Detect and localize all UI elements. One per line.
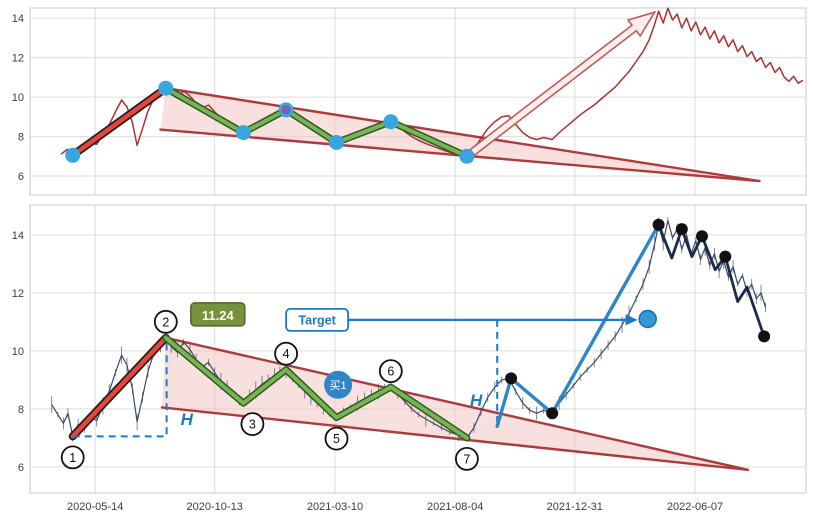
pivot-number-circle xyxy=(60,445,85,470)
pivot-number-text: 2 xyxy=(162,315,169,329)
y-tick-label: 6 xyxy=(18,462,24,474)
swing-dot xyxy=(652,218,665,231)
y-tick-label: 14 xyxy=(12,230,24,242)
decline-wave-line xyxy=(657,223,766,338)
pivot-number-circle xyxy=(153,309,178,334)
x-tick-label: 2021-03-10 xyxy=(307,501,363,513)
pivot-number-circle xyxy=(378,359,403,384)
pivot-dot xyxy=(383,114,399,130)
height-measure-label: H xyxy=(181,410,194,429)
target-label-box xyxy=(285,307,350,332)
pivot-number-circle xyxy=(274,341,299,366)
x-tick-label: 2021-08-04 xyxy=(427,501,483,513)
impulse-line xyxy=(70,335,169,439)
y-tick-label: 10 xyxy=(12,346,24,358)
pivot-number-text: 7 xyxy=(463,452,470,466)
breakout-arrow xyxy=(469,10,657,157)
y-tick-label: 6 xyxy=(18,171,24,183)
pennant-upper-trendline xyxy=(164,336,749,471)
pivot-number-circle xyxy=(324,426,349,451)
swing-dot xyxy=(505,372,518,385)
pivot-number-text: 3 xyxy=(249,418,256,432)
pivot-dot xyxy=(235,125,251,141)
swing-dot xyxy=(675,223,688,236)
y-tick-label: 14 xyxy=(12,13,24,25)
panel-border xyxy=(29,204,807,494)
panel-top: 6 8 10 12 14 xyxy=(12,7,807,196)
x-tick-label: 2020-10-13 xyxy=(187,501,243,513)
x-tick-label: 2021-12-31 xyxy=(547,501,603,513)
y-tick-label: 8 xyxy=(18,132,24,144)
swing-dot xyxy=(546,407,559,420)
target-arrowhead xyxy=(625,314,638,326)
height-measure-label: H xyxy=(470,391,483,410)
y-tick-label: 8 xyxy=(18,404,24,416)
pivot-number-text: 1 xyxy=(69,451,76,465)
pivot-dot xyxy=(158,80,174,96)
swing-dot xyxy=(758,330,771,343)
minor-pivot-dot xyxy=(281,105,291,115)
y-tick-label: 12 xyxy=(12,288,24,300)
measure-dashed-line xyxy=(72,339,168,438)
x-tick-label: 2020-05-14 xyxy=(67,501,123,513)
x-tick-label: 2022-06-07 xyxy=(667,501,723,513)
target-label-text: Target xyxy=(298,313,336,327)
swing-dot xyxy=(719,250,732,263)
impulse-line xyxy=(70,85,169,158)
consolidation-zigzag xyxy=(163,86,469,159)
pivot-dot xyxy=(329,135,344,150)
measured-move-label-box xyxy=(190,302,246,327)
pennant-upper-trendline xyxy=(164,86,761,183)
pivot-dot xyxy=(459,148,475,164)
panel-border xyxy=(29,7,807,196)
pivot-number-circle xyxy=(240,412,265,437)
pivot-number-circle xyxy=(454,446,479,471)
target-hit-dot xyxy=(638,309,657,329)
buy-signal-marker xyxy=(324,370,353,399)
pivot-number-text: 4 xyxy=(283,347,290,361)
consolidation-zigzag xyxy=(163,335,469,440)
pivot-number-text: 5 xyxy=(333,432,340,446)
measured-move-label-text: 11.24 xyxy=(202,308,235,323)
y-tick-label: 12 xyxy=(12,53,24,65)
swing-dot xyxy=(696,230,708,243)
y-tick-label: 10 xyxy=(12,92,24,104)
buy-signal-text: 买1 xyxy=(330,379,347,392)
pivot-number-text: 6 xyxy=(387,365,394,379)
pivot-dot xyxy=(65,147,81,163)
